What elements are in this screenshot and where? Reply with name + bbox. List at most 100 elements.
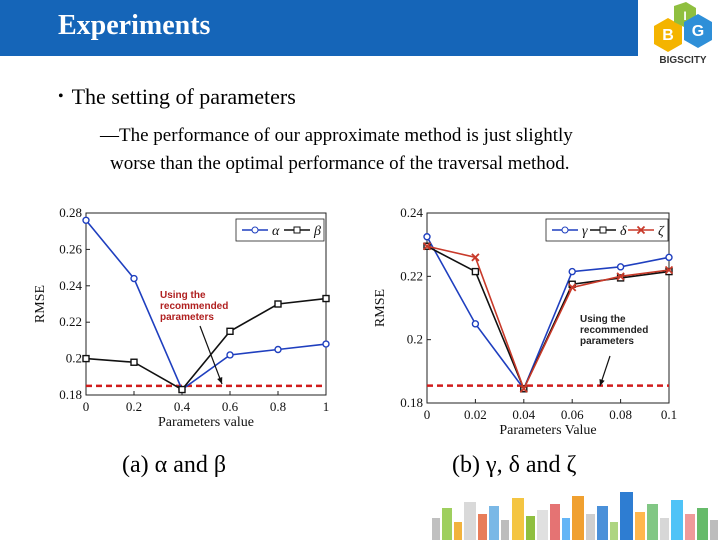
legend-label: ζ xyxy=(658,224,665,239)
data-point xyxy=(226,351,234,359)
legend-marker xyxy=(293,226,301,234)
data-point xyxy=(568,283,577,292)
annotation-text: Using the xyxy=(580,314,626,325)
legend-box xyxy=(235,218,325,242)
legend-marker xyxy=(599,226,607,234)
x-tick-label: 0.06 xyxy=(561,407,584,422)
y-tick-label: 0.22 xyxy=(59,314,82,329)
data-point xyxy=(616,263,625,271)
annotation-arrow xyxy=(199,325,223,385)
annotation-text: parameters xyxy=(160,312,214,323)
data-point xyxy=(471,253,480,262)
annotation-text: parameters xyxy=(580,336,634,347)
logo-hex-g xyxy=(684,14,712,48)
y-axis-label: RMSE xyxy=(373,289,388,327)
data-point xyxy=(568,267,576,276)
sub-bullet: —The performance of our approximate meth… xyxy=(100,122,680,178)
series-line-2 xyxy=(426,245,670,391)
sub-text-1: The performance of our approximate metho… xyxy=(119,125,573,146)
chart-b: 0.18 0.2 0.22 0.24 0 0.02 0.04 0.06 0.08 0.1 Param… xyxy=(373,205,677,438)
annotation-text: Using the xyxy=(160,290,206,301)
logo-letter-b: B xyxy=(662,27,674,44)
y-tick-label: 0.26 xyxy=(59,241,82,256)
series-line-1 xyxy=(85,297,327,391)
x-tick-label: 0.02 xyxy=(464,407,487,422)
x-tick-label: 0.04 xyxy=(512,407,535,422)
x-tick-label: 0.2 xyxy=(126,399,142,414)
x-tick-label: 0.4 xyxy=(174,399,191,414)
skyline-buildings xyxy=(432,492,718,540)
y-tick-label: 0.28 xyxy=(59,205,82,220)
data-point xyxy=(664,265,674,275)
data-point xyxy=(226,327,234,336)
data-point xyxy=(178,385,186,394)
series-line-0 xyxy=(85,219,327,391)
annotation-text: recommended xyxy=(160,301,228,312)
x-axis-label: Parameters Value xyxy=(499,423,596,438)
sub-line-1: —The performance of our approximate meth… xyxy=(100,122,680,150)
data-point xyxy=(322,340,330,348)
city-skyline-decoration xyxy=(432,492,718,540)
legend-label: δ xyxy=(620,224,627,239)
caption-a: (a) α and β xyxy=(122,452,227,478)
data-point xyxy=(82,354,90,363)
data-point xyxy=(130,274,138,283)
y-tick-label: 0.22 xyxy=(400,268,423,283)
data-point xyxy=(519,384,528,393)
header-divider xyxy=(638,0,640,56)
y-tick-label: 0.18 xyxy=(400,395,423,410)
x-tick-label: 0 xyxy=(83,399,90,414)
data-point xyxy=(423,233,431,241)
series-line-1 xyxy=(426,245,670,391)
data-point xyxy=(471,320,480,328)
data-point xyxy=(665,253,673,262)
sub-line-2: worse than the optimal performance of th… xyxy=(110,153,570,174)
series-line-0 xyxy=(426,236,670,391)
y-tick-label: 0.24 xyxy=(59,278,82,293)
sub-marker: — xyxy=(100,125,119,146)
plot-frame xyxy=(426,212,670,404)
y-tick-label: 0.2 xyxy=(66,351,82,366)
logo-letter-g: G xyxy=(692,23,704,40)
y-tick-label: 0.18 xyxy=(59,387,82,402)
bullet-dot-icon: • xyxy=(58,88,64,105)
bullet-text: The setting of parameters xyxy=(71,84,296,109)
data-point xyxy=(322,294,330,303)
data-point xyxy=(82,216,90,224)
data-point xyxy=(616,274,625,282)
bigscity-logo: B I G BIGSCITY xyxy=(654,2,712,66)
x-tick-label: 0.6 xyxy=(222,399,239,414)
y-tick-label: 0.24 xyxy=(400,205,423,220)
legend-label: γ xyxy=(582,224,588,239)
data-point xyxy=(422,242,432,251)
x-tick-label: 0.8 xyxy=(270,399,286,414)
data-point xyxy=(665,267,673,276)
logo-text: BIGSCITY xyxy=(659,55,707,66)
logo-hex-b xyxy=(654,18,682,52)
data-point xyxy=(130,358,138,366)
chart-a: 0.18 0.2 0.22 0.24 0.26 0.28 0 0.2 0.4 0.6 0.8 1 Par… xyxy=(33,205,330,430)
logo-letter-i: I xyxy=(683,9,686,23)
legend-label: α xyxy=(272,224,280,239)
data-point xyxy=(274,300,282,308)
x-axis-label: Parameters value xyxy=(158,415,254,430)
data-point xyxy=(471,267,480,276)
header-bar: Experiments xyxy=(0,0,640,56)
bullet-point: • The setting of parameters xyxy=(58,84,296,110)
legend-label: β xyxy=(313,224,321,239)
legend-marker xyxy=(251,226,259,234)
y-axis-label: RMSE xyxy=(33,285,48,323)
x-tick-label: 0 xyxy=(424,407,431,422)
legend-marker xyxy=(636,225,646,235)
x-tick-label: 0.1 xyxy=(661,407,677,422)
x-tick-label: 1 xyxy=(323,399,330,414)
plot-frame xyxy=(85,212,327,396)
slide-title: Experiments xyxy=(58,10,211,41)
x-tick-label: 0.08 xyxy=(609,407,632,422)
caption-b: (b) γ, δ and ζ xyxy=(452,452,577,478)
annotation-text: recommended xyxy=(580,325,648,336)
legend-marker xyxy=(561,226,569,234)
data-point xyxy=(616,272,625,281)
annotation-arrowhead xyxy=(217,377,223,384)
annotation-arrowhead xyxy=(599,379,605,386)
